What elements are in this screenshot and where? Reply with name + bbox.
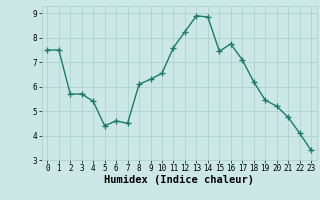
X-axis label: Humidex (Indice chaleur): Humidex (Indice chaleur) [104, 175, 254, 185]
